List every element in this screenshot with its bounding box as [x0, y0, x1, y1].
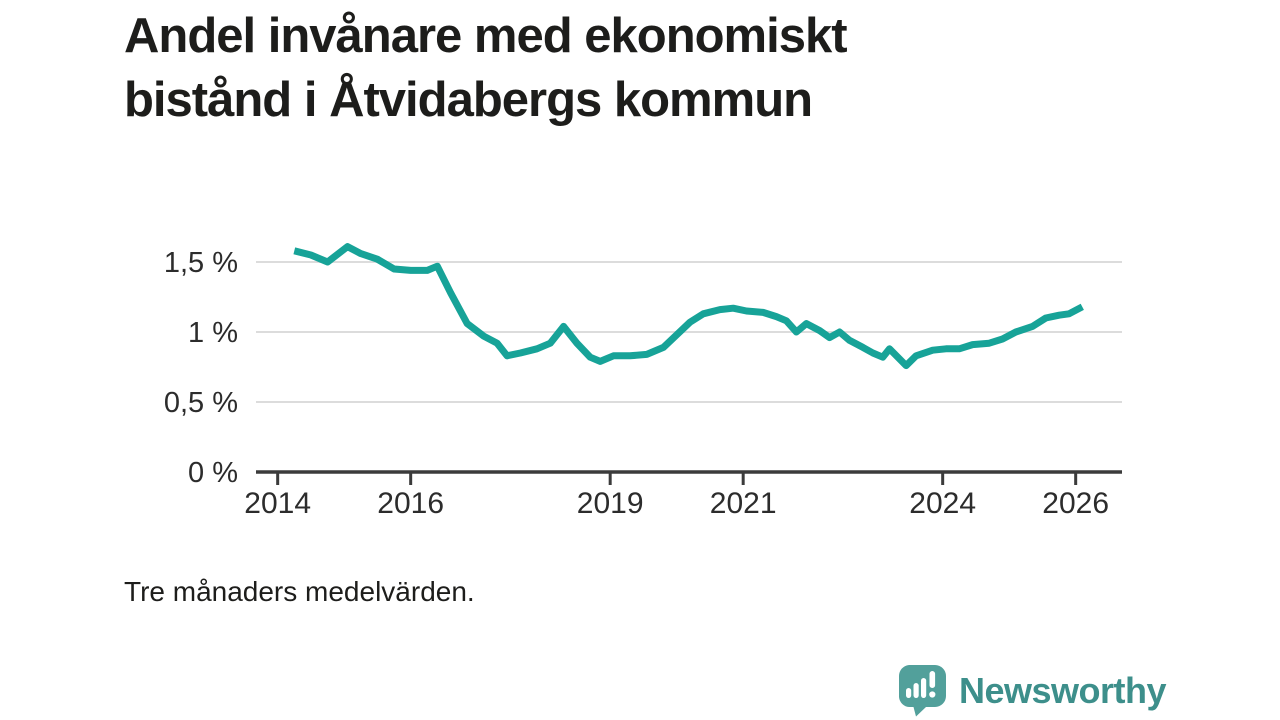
x-tick-label: 2019	[577, 487, 644, 520]
x-tick-label: 2024	[909, 487, 976, 520]
x-tick-label: 2014	[244, 487, 311, 520]
y-tick-label: 1,5 %	[164, 247, 238, 279]
chart-title: Andel invånare med ekonomiskt bistånd i …	[124, 9, 848, 127]
data-line	[293, 243, 1084, 370]
logo-wordmark: Newsworthy	[959, 669, 1167, 711]
bar-2	[913, 683, 919, 698]
x-tick-label: 2021	[710, 487, 777, 520]
bar-chart-speech-bubble-icon	[898, 665, 946, 717]
newsworthy-logo: Newsworthy	[898, 664, 1167, 717]
bar-1	[906, 688, 912, 698]
y-tick-label: 1 %	[188, 317, 238, 349]
exclamation-dot	[929, 691, 936, 698]
y-tick-label: 0,5 %	[164, 387, 238, 419]
chart-footnote: Tre månaders medelvärden.	[124, 576, 475, 607]
x-tick-label: 2016	[377, 487, 444, 520]
exclamation-bar	[929, 671, 936, 688]
y-tick-label: 0 %	[188, 457, 238, 489]
x-tick-label: 2026	[1042, 487, 1109, 520]
bar-3	[921, 678, 927, 698]
